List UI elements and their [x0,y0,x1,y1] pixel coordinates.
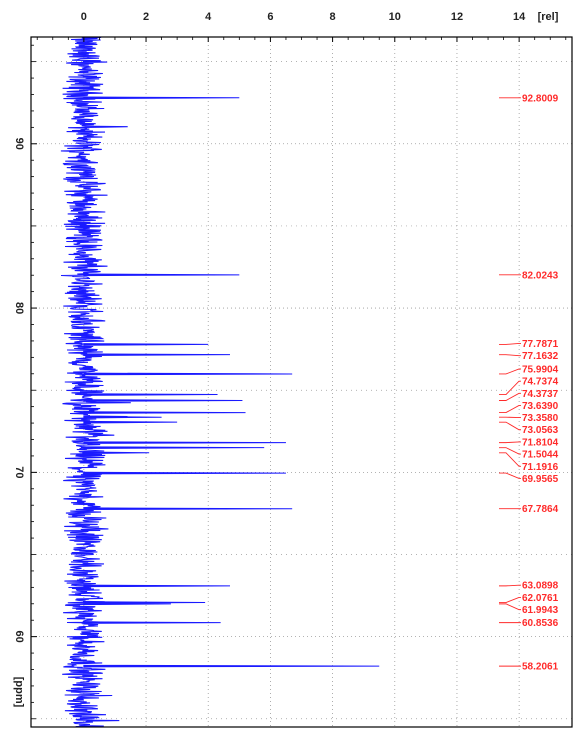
y-tick-label: 90 [13,138,25,150]
peak-leader-line [499,603,521,611]
peak-line [83,411,246,414]
y-tick-label: 70 [13,466,25,478]
peak-label: 77.7871 [522,339,559,350]
y-unit-label: [ppm] [13,677,25,708]
peak-line [83,420,178,424]
peak-label: 82.0243 [522,270,559,281]
peak-line [83,664,380,668]
peak-label: 73.0563 [522,425,559,436]
spectrum-trace [60,36,131,728]
peak-line [83,415,162,419]
peak-leader-line [499,447,521,455]
peak-line [83,343,209,346]
peak-label: 62.0761 [522,593,559,604]
peak-line [83,471,286,475]
peak-label: 71.5044 [522,450,559,461]
peak-line [83,446,265,449]
peak-leader-line [499,380,521,395]
peak-line [83,96,240,100]
peak-label: 61.9943 [522,605,559,616]
peak-lines [83,96,380,668]
peak-label: 73.3580 [522,413,559,424]
peak-leader-line [499,472,521,479]
peak-line [83,621,221,624]
peak-label: 75.9904 [522,364,559,375]
peak-label: 74.3737 [522,389,559,400]
peak-label: 60.8536 [522,618,559,629]
peak-line [83,507,293,511]
peak-leader-line [499,405,521,414]
peak-label: 69.9565 [522,474,559,485]
peak-line [83,393,218,396]
x-tick-label: 8 [330,11,336,23]
peak-leader-line [499,368,521,375]
x-unit-label: [rel] [538,11,559,23]
peak-leader-line [499,343,521,345]
peak-label: 67.7864 [522,504,559,515]
x-tick-label: 14 [513,11,526,23]
peak-label: 71.8104 [522,437,559,448]
axes: [rel] [ppm] 0 2 4 6 8 10 12 14 90 80 70 60 [13,11,573,728]
peak-leader-line [499,584,521,587]
peak-label: 92.8009 [522,93,559,104]
peak-line [83,584,230,588]
peak-leader-line [499,392,521,401]
peak-label: 63.0898 [522,581,559,592]
peak-leader-line [499,452,521,467]
peak-leader-line [499,354,521,357]
peak-label: 58.2061 [522,662,559,673]
spectrum-baseline [60,36,131,728]
peak-leader-line [499,596,521,603]
x-tick-label: 2 [143,11,149,23]
x-tick-label: 4 [205,11,212,23]
peak-label: 73.6390 [522,401,559,412]
grid-lines [31,37,572,727]
peak-leader-line [499,421,521,431]
y-tick-label: 80 [13,302,25,314]
peak-label: 71.1916 [522,462,559,473]
peak-line [83,399,243,402]
x-tick-label: 0 [81,11,87,23]
y-tick-label: 60 [13,631,25,643]
peak-leader-line [499,441,521,444]
peak-line [83,441,286,444]
peak-line [83,451,150,455]
x-tick-label: 10 [389,11,401,23]
x-tick-label: 6 [267,11,273,23]
peak-label: 74.7374 [522,377,559,388]
peak-line [83,602,171,606]
peak-label: 77.1632 [522,351,559,362]
peak-line [83,372,293,376]
peak-line [83,273,240,277]
peak-line [83,353,230,356]
x-tick-label: 12 [451,11,463,23]
